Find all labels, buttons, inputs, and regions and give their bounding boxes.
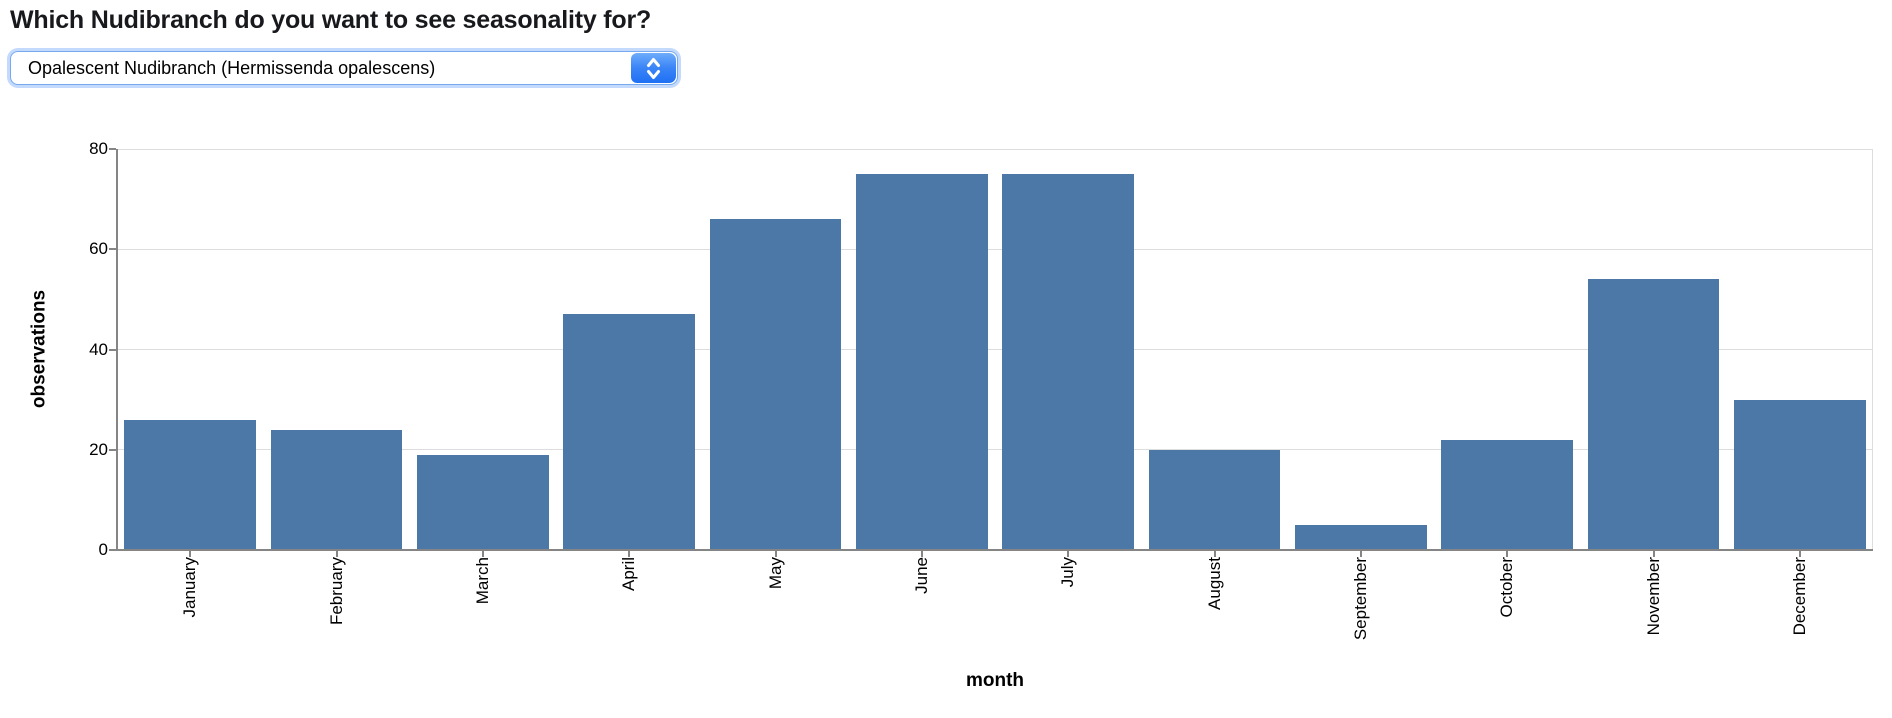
x-tick-label-january: January (180, 557, 200, 618)
y-tick-label-60: 60 (89, 239, 108, 259)
y-tick-label-40: 40 (89, 339, 108, 359)
x-tick-april (628, 551, 631, 557)
gridline-80 (117, 148, 1873, 150)
x-tick-december (1798, 551, 1801, 557)
bar-december (1733, 399, 1866, 550)
bar-may (709, 219, 842, 550)
x-tick-label-october: October (1497, 557, 1517, 618)
y-tick-40 (109, 348, 116, 351)
x-tick-august (1213, 551, 1216, 557)
plot-right-border (1872, 149, 1873, 550)
bar-september (1294, 524, 1427, 550)
select-stepper-icon[interactable] (631, 53, 676, 83)
gridline-20 (117, 449, 1873, 451)
gridline-60 (117, 248, 1873, 250)
y-tick-20 (109, 448, 116, 451)
y-tick-label-20: 20 (89, 439, 108, 459)
x-tick-label-february: February (326, 557, 346, 626)
bar-august (1148, 449, 1281, 550)
bar-april (563, 314, 695, 550)
x-axis-title: month (965, 670, 1025, 691)
x-tick-label-september: September (1350, 557, 1370, 641)
x-tick-march (481, 551, 484, 557)
x-tick-may (774, 551, 777, 557)
x-axis-line (116, 549, 1873, 551)
bar-february (270, 429, 403, 550)
bar-march (416, 454, 549, 550)
x-tick-label-march: March (472, 557, 492, 605)
x-tick-label-may: May (765, 557, 785, 590)
bar-june (855, 174, 988, 550)
x-tick-label-june: June (911, 557, 931, 594)
y-tick-80 (109, 148, 116, 150)
x-tick-july (1067, 551, 1070, 557)
x-tick-february (335, 551, 338, 557)
y-tick-0 (109, 549, 116, 551)
y-tick-60 (109, 248, 116, 251)
x-tick-september (1359, 551, 1362, 557)
bar-november (1587, 279, 1720, 550)
x-tick-label-july: July (1058, 557, 1078, 588)
x-tick-label-april: April (619, 557, 639, 592)
nudibranch-select[interactable]: Opalescent Nudibranch (Hermissenda opale… (10, 51, 678, 85)
x-tick-label-august: August (1204, 557, 1224, 610)
page-title: Which Nudibranch do you want to see seas… (10, 6, 652, 34)
gridline-40 (117, 349, 1873, 350)
x-tick-november (1652, 551, 1655, 557)
x-tick-label-november: November (1643, 557, 1663, 636)
y-tick-label-80: 80 (89, 139, 108, 158)
y-axis-line (116, 149, 118, 550)
bar-july (1002, 174, 1134, 550)
bar-october (1441, 439, 1573, 550)
nudibranch-select-value: Opalescent Nudibranch (Hermissenda opale… (28, 58, 436, 78)
x-tick-january (189, 551, 192, 557)
x-tick-label-december: December (1789, 557, 1809, 636)
bar-january (124, 419, 256, 550)
x-tick-june (920, 551, 923, 557)
x-tick-october (1506, 551, 1509, 557)
y-tick-label-0: 0 (98, 540, 108, 559)
